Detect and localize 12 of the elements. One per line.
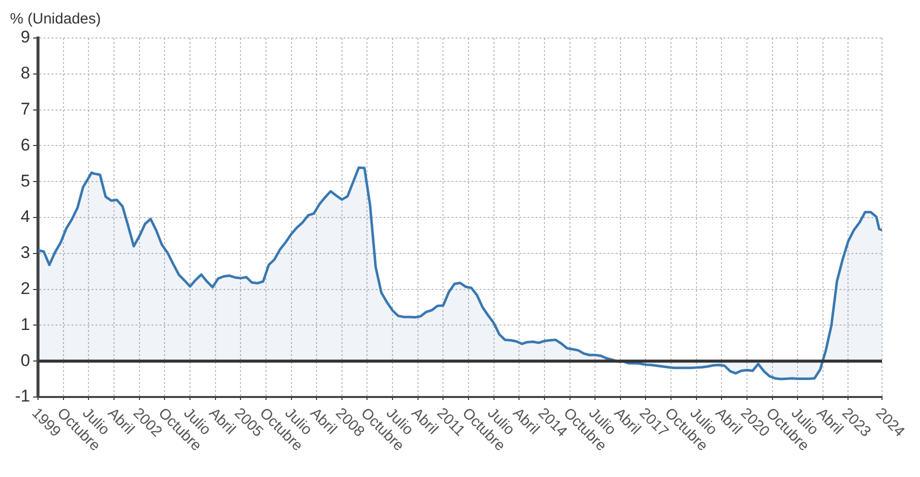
y-tick-label: 1 bbox=[20, 314, 30, 334]
y-tick-label: 3 bbox=[20, 243, 30, 262]
y-tick-label: 9 bbox=[20, 28, 30, 47]
y-tick-label: 7 bbox=[20, 99, 30, 118]
y-tick-label: 2 bbox=[20, 278, 30, 298]
y-tick-label: 5 bbox=[20, 171, 30, 190]
y-tick-label: 4 bbox=[20, 207, 30, 226]
y-tick-label: 6 bbox=[20, 135, 30, 154]
y-tick-label: 8 bbox=[20, 64, 30, 83]
y-axis-title: % (Unidades) bbox=[10, 10, 101, 28]
y-tick-label: -1 bbox=[14, 386, 30, 406]
y-tick-label: 0 bbox=[20, 350, 30, 370]
